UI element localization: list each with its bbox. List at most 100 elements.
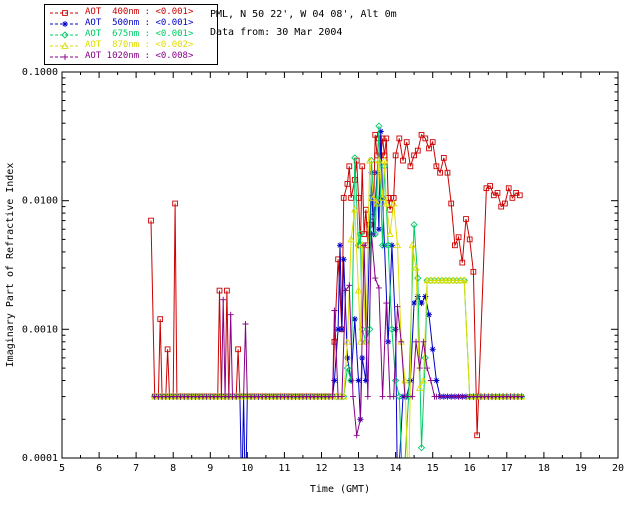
- y-tick-label: 0.0001: [22, 453, 58, 464]
- legend-item-675nm: AOT 675nm : <0.001>: [49, 29, 213, 40]
- marker-plus: [331, 307, 338, 314]
- marker-square: [498, 203, 505, 210]
- marker-triangle: [351, 205, 359, 213]
- marker-asterisk: [243, 506, 249, 512]
- marker-triangle: [343, 337, 352, 345]
- marker-plus: [361, 242, 368, 249]
- marker-triangle: [406, 494, 412, 500]
- marker-triangle: [61, 41, 69, 49]
- marker-plus: [342, 287, 349, 294]
- marker-square: [426, 145, 432, 152]
- marker-asterisk: [337, 242, 343, 249]
- marker-triangle: [354, 286, 363, 294]
- marker-triangle: [445, 276, 453, 284]
- marker-asterisk: [375, 226, 382, 233]
- marker-square: [348, 195, 354, 201]
- marker-square: [403, 139, 410, 145]
- marker-plus: [427, 377, 434, 384]
- marker-square: [400, 157, 406, 164]
- marker-triangle: [449, 276, 457, 284]
- marker-triangle: [369, 193, 378, 201]
- marker-plus: [409, 393, 416, 400]
- marker-plus: [329, 393, 336, 400]
- marker-plus: [364, 393, 371, 400]
- marker-square: [407, 163, 414, 170]
- marker-diamond: [378, 241, 387, 249]
- legend-item-400nm: AOT 400nm : <0.001>: [49, 7, 213, 18]
- marker-square: [466, 236, 473, 243]
- x-axis-title: Time (GMT): [310, 484, 370, 495]
- marker-diamond: [375, 122, 383, 130]
- marker-asterisk: [377, 128, 384, 135]
- series-layer: [148, 122, 526, 512]
- marker-square: [459, 259, 466, 266]
- marker-square: [344, 181, 351, 187]
- marker-diamond: [347, 376, 355, 385]
- x-tick-label: 15: [427, 463, 439, 474]
- marker-square: [346, 163, 353, 170]
- marker-square: [418, 131, 425, 138]
- marker-square: [509, 195, 516, 201]
- y-tick-label: 0.0010: [22, 324, 58, 335]
- x-tick-label: 5: [59, 463, 65, 474]
- legend-sample-1020nm: [50, 53, 80, 60]
- marker-plus: [375, 284, 382, 291]
- marker-asterisk: [331, 377, 338, 384]
- legend-sample-675nm: [50, 30, 80, 39]
- legend-item-1020nm: AOT 1020nm : <0.008>: [49, 51, 213, 62]
- marker-square: [444, 169, 451, 176]
- marker-diamond: [384, 241, 392, 249]
- marker-square: [359, 163, 366, 170]
- marker-triangle: [456, 276, 465, 284]
- marker-asterisk: [433, 377, 440, 384]
- marker-square: [440, 155, 447, 161]
- marker-diamond: [61, 30, 69, 39]
- marker-triangle: [362, 337, 370, 345]
- x-tick-label: 13: [352, 463, 364, 474]
- marker-triangle: [380, 156, 389, 164]
- marker-square: [164, 346, 171, 353]
- marker-asterisk: [418, 300, 425, 307]
- marker-asterisk: [340, 256, 347, 263]
- marker-diamond: [371, 230, 379, 238]
- marker-plus: [398, 338, 405, 345]
- y-tick-label: 0.0100: [22, 196, 58, 207]
- marker-asterisk: [62, 20, 68, 27]
- marker-asterisk: [335, 326, 342, 333]
- marker-triangle: [441, 276, 450, 284]
- marker-plus: [227, 311, 234, 318]
- x-tick-label: 6: [96, 463, 102, 474]
- legend-label-870nm: AOT 870nm : <0.002>: [85, 40, 194, 50]
- marker-square: [392, 152, 399, 159]
- x-tick-label: 20: [612, 463, 624, 474]
- x-tick-label: 11: [278, 463, 290, 474]
- y-tick-label: 0.1000: [22, 67, 58, 78]
- marker-square: [516, 192, 523, 199]
- marker-square: [437, 169, 443, 176]
- marker-plus: [383, 300, 390, 307]
- marker-triangle: [434, 276, 442, 284]
- marker-triangle: [412, 263, 420, 271]
- legend-item-870nm: AOT 870nm : <0.002>: [49, 40, 213, 51]
- marker-square: [505, 185, 512, 192]
- marker-triangle: [416, 383, 424, 391]
- marker-square: [383, 135, 390, 142]
- marker-plus: [416, 365, 423, 372]
- marker-asterisk: [429, 346, 436, 353]
- marker-square: [433, 163, 440, 170]
- legend-label-400nm: AOT 400nm : <0.001>: [85, 7, 194, 17]
- marker-square: [387, 206, 393, 213]
- series-500nm: [151, 128, 525, 512]
- marker-square: [216, 287, 223, 294]
- marker-diamond: [421, 354, 429, 362]
- marker-plus: [346, 282, 353, 289]
- marker-asterisk: [392, 326, 399, 333]
- marker-square: [224, 287, 230, 294]
- marker-diamond: [367, 156, 376, 165]
- marker-plus: [390, 393, 397, 400]
- marker-triangle: [390, 199, 398, 207]
- marker-triangle: [386, 230, 394, 237]
- legend-item-500nm: AOT 500nm : <0.001>: [49, 18, 213, 29]
- marker-square: [463, 216, 469, 222]
- marker-square: [502, 200, 508, 207]
